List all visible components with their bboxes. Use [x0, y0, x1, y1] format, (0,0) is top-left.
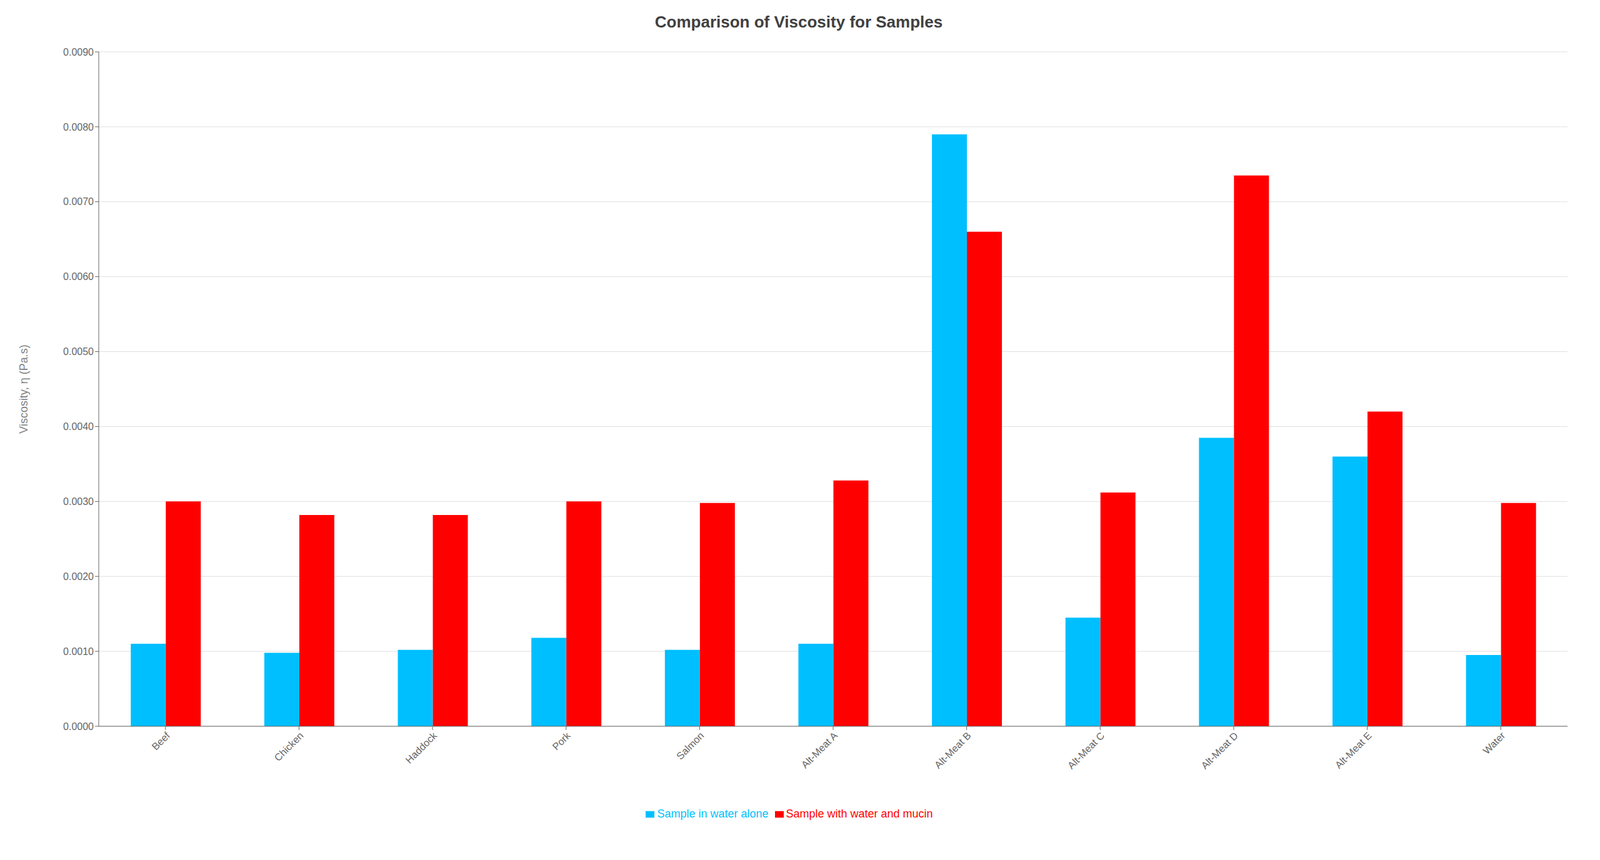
svg-text:0.0080: 0.0080 — [63, 121, 94, 133]
svg-text:0.0090: 0.0090 — [63, 46, 94, 58]
svg-text:0.0040: 0.0040 — [63, 421, 94, 432]
svg-text:0.0030: 0.0030 — [63, 496, 94, 507]
svg-text:0.0020: 0.0020 — [63, 571, 94, 582]
svg-text:0.0010: 0.0010 — [63, 646, 94, 657]
svg-text:Haddock: Haddock — [403, 729, 440, 765]
svg-text:Beef: Beef — [150, 730, 173, 753]
svg-text:0.0060: 0.0060 — [63, 271, 94, 282]
html-text:Sample in water alone: Sample in water alone — [657, 807, 769, 820]
svg-text:Viscosity, η (Pa.s): Viscosity, η (Pa.s) — [17, 344, 30, 434]
svg-text:Alt-Meat C: Alt-Meat C — [1065, 730, 1107, 771]
svg-text:Salmon: Salmon — [674, 730, 706, 762]
svg-text:Alt-Meat B: Alt-Meat B — [932, 730, 974, 771]
svg-text:0.0050: 0.0050 — [63, 346, 94, 357]
html-text:Sample with water and mucin: Sample with water and mucin — [785, 807, 933, 820]
svg-text:Water: Water — [1481, 730, 1508, 757]
svg-text:0.0070: 0.0070 — [63, 196, 94, 207]
svg-text:Pork: Pork — [550, 729, 574, 752]
svg-text:Alt-Meat E: Alt-Meat E — [1333, 730, 1374, 771]
svg-text:0.0000: 0.0000 — [63, 721, 94, 732]
svg-text:Alt-Meat A: Alt-Meat A — [799, 730, 840, 770]
svg-text:Alt-Meat D: Alt-Meat D — [1199, 730, 1240, 771]
svg-text:Chicken: Chicken — [272, 730, 306, 764]
html-text:Comparison of Viscosity for Sa: Comparison of Viscosity for Samples — [654, 12, 943, 32]
